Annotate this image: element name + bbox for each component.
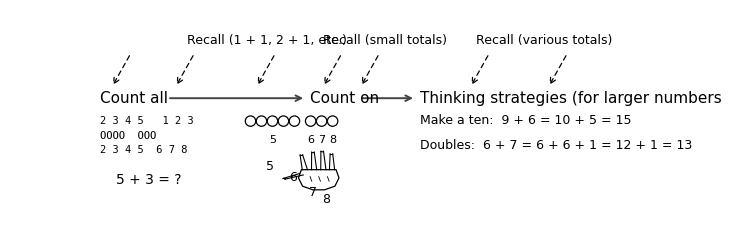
Text: 2 3 4 5  6 7 8: 2 3 4 5 6 7 8 <box>100 145 188 155</box>
Text: 7: 7 <box>318 135 325 145</box>
Text: 8: 8 <box>322 193 330 206</box>
Text: 5 + 3 = ?: 5 + 3 = ? <box>116 173 182 187</box>
Text: 5: 5 <box>266 160 274 174</box>
Text: 2 3 4 5   1 2 3: 2 3 4 5 1 2 3 <box>100 116 194 126</box>
Text: Recall (1 + 1, 2 + 1, etc.): Recall (1 + 1, 2 + 1, etc.) <box>186 34 347 47</box>
Text: 8: 8 <box>329 135 336 145</box>
Text: Count on: Count on <box>310 91 379 106</box>
Text: OOOO  OOO: OOOO OOO <box>100 131 157 141</box>
Text: 6: 6 <box>307 135 314 145</box>
Text: 5: 5 <box>269 135 276 145</box>
Text: 6: 6 <box>289 170 297 183</box>
Text: 7: 7 <box>309 186 317 199</box>
Text: Count all: Count all <box>100 91 168 106</box>
Text: Thinking strategies (for larger numbers: Thinking strategies (for larger numbers <box>420 91 721 106</box>
Text: Doubles:  6 + 7 = 6 + 6 + 1 = 12 + 1 = 13: Doubles: 6 + 7 = 6 + 6 + 1 = 12 + 1 = 13 <box>420 139 692 152</box>
Text: Recall (small totals): Recall (small totals) <box>323 34 447 47</box>
Text: Make a ten:  9 + 6 = 10 + 5 = 15: Make a ten: 9 + 6 = 10 + 5 = 15 <box>420 114 631 127</box>
Text: Recall (various totals): Recall (various totals) <box>476 34 612 47</box>
